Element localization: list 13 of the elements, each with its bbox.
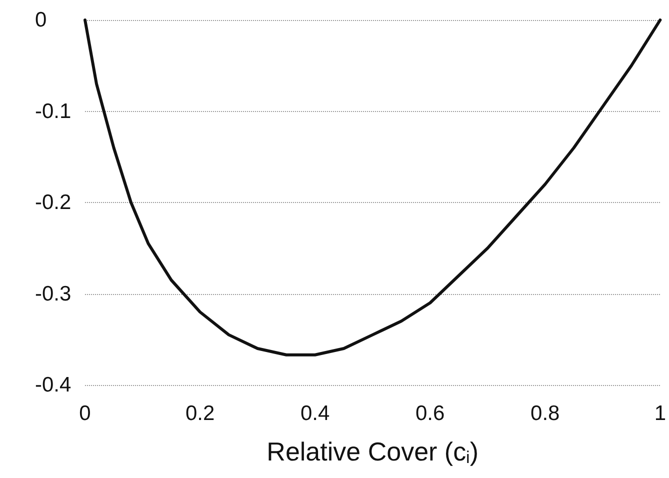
x-tick-label: 1 [654, 402, 666, 425]
y-tick-label: 0 [35, 8, 47, 32]
x-axis-title: Relative Cover (ci) [266, 436, 478, 467]
line-series [84, 18, 662, 356]
x-tick-label: 0.8 [530, 402, 560, 425]
x-tick-label: 0.2 [185, 402, 215, 425]
x-tick-label: 0.4 [300, 402, 330, 425]
y-tick-label: -0.2 [35, 191, 72, 214]
x-tick-label: 0 [79, 402, 91, 425]
x-tick-label: 0.6 [415, 402, 445, 425]
y-tick-label: -0.3 [35, 282, 72, 306]
y-tick-label: -0.4 [35, 374, 72, 396]
y-tick-label: -0.1 [35, 100, 72, 123]
